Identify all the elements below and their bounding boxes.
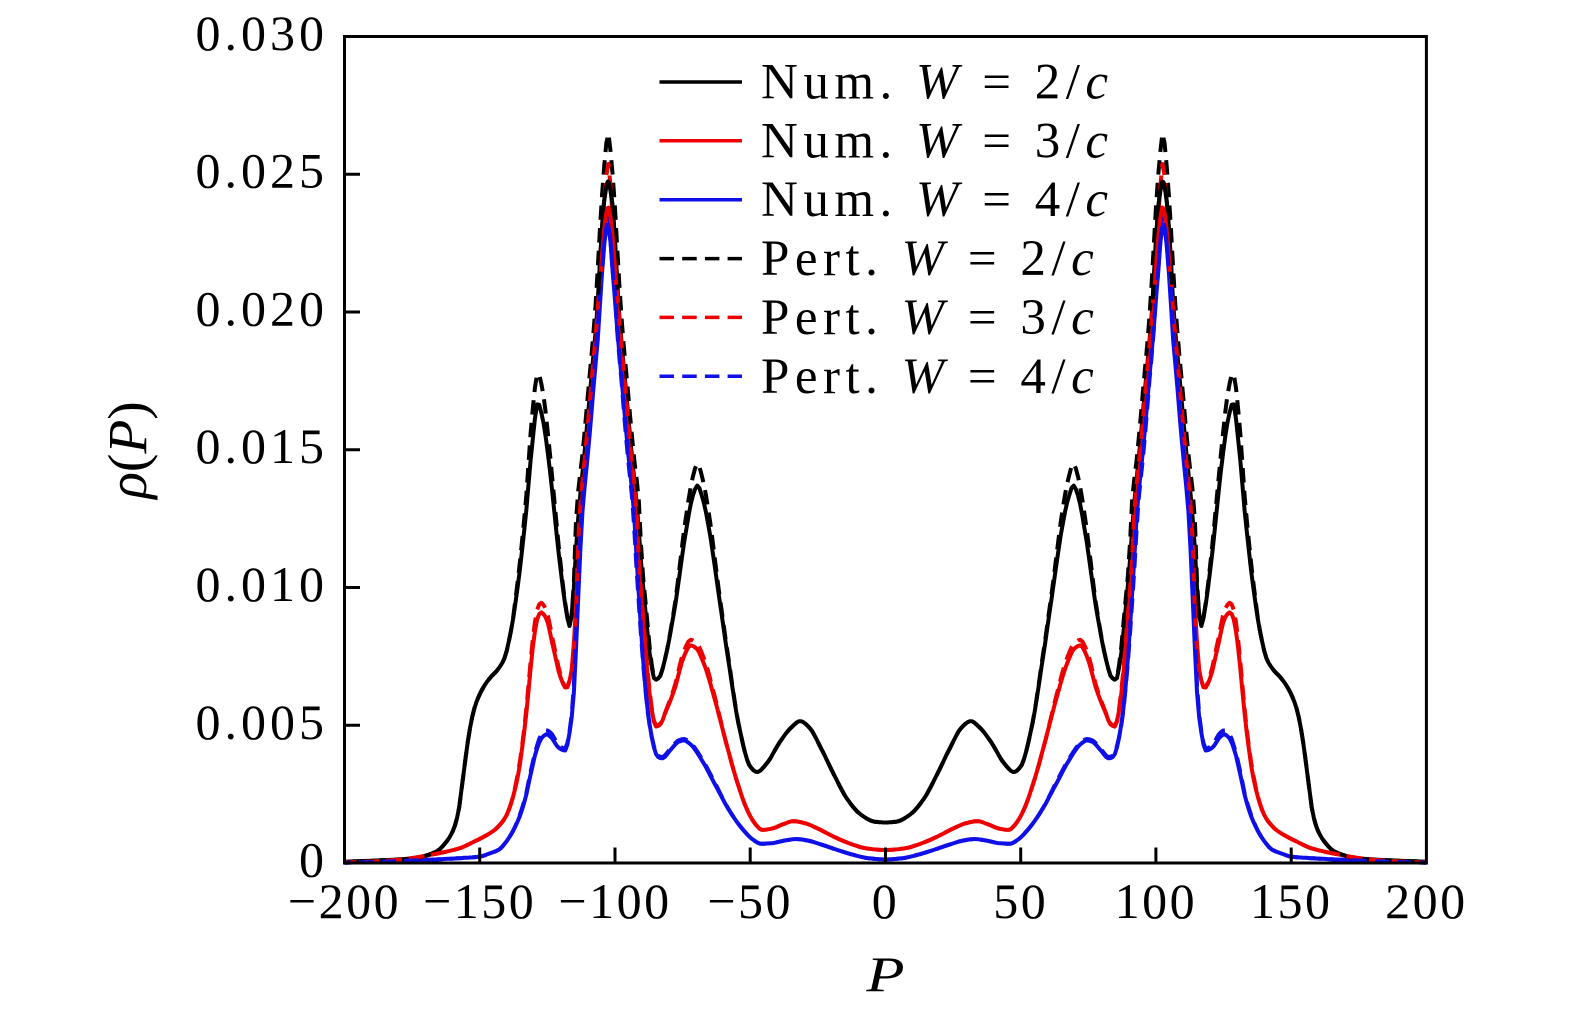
svg-text:−150: −150 bbox=[423, 873, 536, 929]
svg-text:0: 0 bbox=[299, 832, 328, 888]
svg-text:100: 100 bbox=[1115, 873, 1198, 929]
svg-text:0.030: 0.030 bbox=[196, 5, 329, 61]
svg-text:Pert. W = 2/c: Pert. W = 2/c bbox=[761, 231, 1099, 287]
svg-text:−200: −200 bbox=[288, 873, 401, 929]
svg-text:200: 200 bbox=[1385, 873, 1468, 929]
svg-text:0.005: 0.005 bbox=[196, 694, 329, 750]
svg-text:Pert. W = 3/c: Pert. W = 3/c bbox=[761, 290, 1099, 346]
svg-text:0.015: 0.015 bbox=[196, 418, 329, 474]
svg-text:150: 150 bbox=[1250, 873, 1333, 929]
svg-text:Pert. W = 4/c: Pert. W = 4/c bbox=[761, 349, 1099, 405]
svg-text:50: 50 bbox=[993, 873, 1048, 929]
svg-text:0.010: 0.010 bbox=[196, 556, 329, 612]
svg-text:−100: −100 bbox=[558, 873, 671, 929]
svg-text:Num. W = 2/c: Num. W = 2/c bbox=[761, 55, 1114, 111]
svg-text:ρ(P): ρ(P) bbox=[98, 401, 159, 501]
svg-text:0: 0 bbox=[872, 873, 900, 929]
svg-text:−50: −50 bbox=[707, 873, 793, 929]
svg-text:0.020: 0.020 bbox=[196, 281, 329, 337]
svg-text:Num. W = 3/c: Num. W = 3/c bbox=[761, 113, 1114, 169]
svg-text:P: P bbox=[865, 948, 904, 1003]
svg-text:Num. W = 4/c: Num. W = 4/c bbox=[761, 172, 1114, 228]
svg-text:0.025: 0.025 bbox=[196, 143, 329, 199]
